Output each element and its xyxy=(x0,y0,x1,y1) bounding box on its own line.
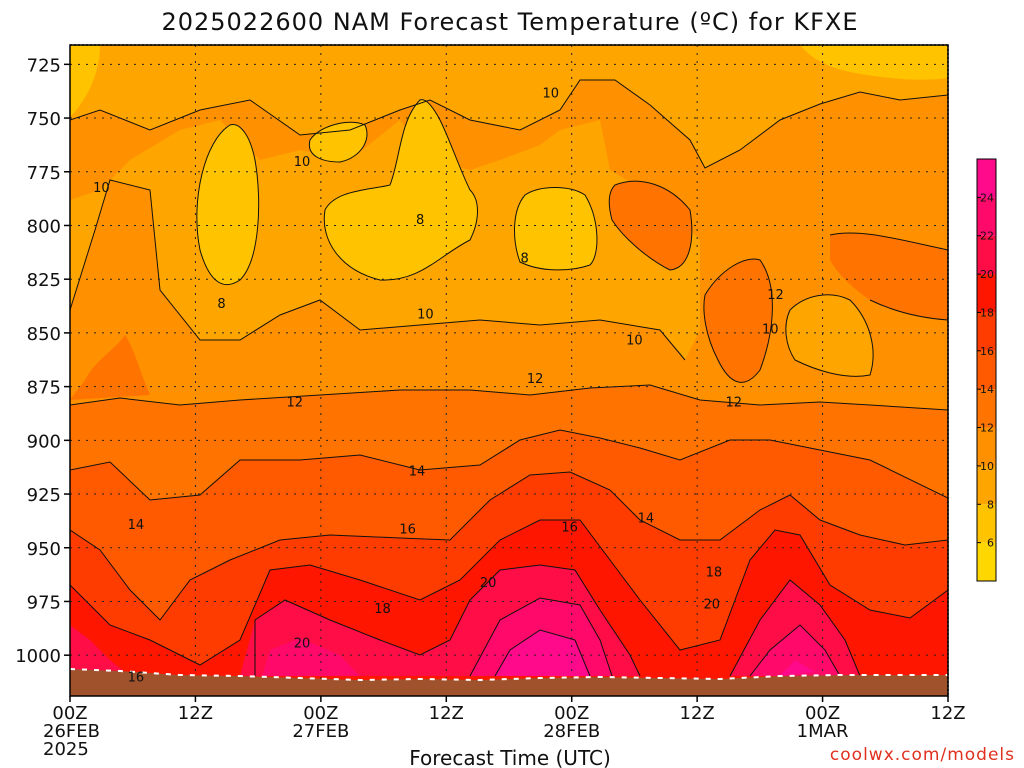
temp-pocket-6-8-b xyxy=(324,99,478,281)
plot-area: 10 10 8 8 8 10 10 10 10 12 12 12 12 14 14 14 16 16 16 18 18 2… xyxy=(70,45,948,696)
x-tick-label: 27FEB xyxy=(292,721,349,742)
x-tick-label: 12Z xyxy=(429,703,464,724)
temp-pocket-12-14-d xyxy=(70,335,150,400)
y-tick-label: 900 xyxy=(27,431,61,452)
y-tick-label: 875 xyxy=(27,378,61,399)
contour-label: 14 xyxy=(638,512,655,527)
x-tick-label: 00Z xyxy=(52,703,87,724)
colorbar-bin xyxy=(977,542,996,581)
x-tick-label: 00Z xyxy=(303,703,338,724)
temp-pocket-8-10-g xyxy=(785,294,874,377)
y-tick-label: 825 xyxy=(27,270,61,291)
temp-pocket-12-14-a xyxy=(609,181,692,270)
temp-pocket-6-8-f xyxy=(800,45,948,80)
contour-labels: 10 10 8 8 8 10 10 10 10 12 12 12 12 14 14 14 16 16 16 18 18 2… xyxy=(93,86,784,685)
temp-pocket-6-8-e xyxy=(70,45,100,115)
colorbar-tick-label: 8 xyxy=(987,498,994,511)
colorbar-tick-label: 22 xyxy=(980,230,994,243)
contour-label: 8 xyxy=(217,297,225,312)
colorbar-bin xyxy=(977,427,996,466)
y-axis: 725 750 775 800 825 850 875 900 925 950 975 1000 xyxy=(15,55,70,667)
colorbar-tick-label: 12 xyxy=(980,422,994,435)
y-tick-label: 1000 xyxy=(15,646,61,667)
y-tick-label: 950 xyxy=(27,539,61,560)
contour-label: 16 xyxy=(128,671,145,686)
contour-label: 8 xyxy=(416,213,424,228)
contour-label: 12 xyxy=(725,396,742,411)
chart-title: 2025022600 NAM Forecast Temperature (ºC)… xyxy=(161,8,858,36)
temp-band-20-22 xyxy=(70,565,860,680)
x-axis-label: Forecast Time (UTC) xyxy=(409,746,611,768)
contour-label: 8 xyxy=(521,252,529,267)
contour-label: 14 xyxy=(128,518,145,533)
colorbar-bin xyxy=(977,350,996,390)
contour-label: 18 xyxy=(706,565,723,580)
colorbar-bin xyxy=(977,197,996,236)
contour-label: 10 xyxy=(93,181,110,196)
y-tick-label: 925 xyxy=(27,485,61,506)
colorbar-bin xyxy=(977,504,996,543)
contour-label: 10 xyxy=(543,86,560,101)
contour-label: 10 xyxy=(294,155,311,170)
credit-text[interactable]: coolwx.com/models xyxy=(830,745,1015,765)
temp-pocket-6-8-d xyxy=(514,187,597,270)
colorbar-tick-label: 6 xyxy=(987,537,994,550)
x-tick-label: 12Z xyxy=(930,703,965,724)
x-tick-label: 12Z xyxy=(680,703,715,724)
contour-label: 16 xyxy=(399,522,416,537)
contour-label: 16 xyxy=(561,520,578,535)
contour-label: 20 xyxy=(294,636,311,651)
y-tick-label: 725 xyxy=(27,55,61,76)
terrain-fill xyxy=(70,669,948,696)
contour-label: 12 xyxy=(527,372,544,387)
contour-label: 14 xyxy=(409,464,426,479)
contour-label: 12 xyxy=(767,288,784,303)
contour-label: 12 xyxy=(286,396,303,411)
contour-label: 10 xyxy=(626,333,643,348)
temp-pocket-12-14-b xyxy=(703,259,773,383)
colorbar-legend: 6 8 10 12 14 16 18 20 22 24 xyxy=(976,158,997,582)
y-tick-label: 850 xyxy=(27,324,61,345)
colorbar-tick-label: 16 xyxy=(980,345,994,358)
colorbar-tick-label: 10 xyxy=(980,460,994,473)
colorbar-tick-label: 20 xyxy=(980,268,994,281)
temp-band-8-10-top xyxy=(70,45,948,168)
colorbar-bin xyxy=(977,465,996,505)
temp-band-24-26 xyxy=(495,630,815,676)
y-tick-label: 750 xyxy=(27,109,61,130)
colorbar-bin xyxy=(977,312,996,351)
x-tick-label: 00Z xyxy=(805,703,840,724)
colorbar-bin xyxy=(977,235,996,275)
contour-label: 10 xyxy=(762,323,779,338)
x-tick-label: 2025 xyxy=(43,739,89,760)
contour-label: 20 xyxy=(704,598,721,613)
colorbar-tick-label: 14 xyxy=(980,383,994,396)
colorbar-bin xyxy=(977,274,996,313)
colorbar-tick-label: 24 xyxy=(980,191,994,204)
colorbar-frame xyxy=(976,158,997,582)
contour-label: 18 xyxy=(374,602,391,617)
x-tick-label: 00Z xyxy=(554,703,589,724)
x-tick-label: 1MAR xyxy=(797,721,849,742)
colorbar-bin xyxy=(977,389,996,428)
temp-pocket-6-8-a xyxy=(196,124,259,285)
y-tick-label: 800 xyxy=(27,216,61,237)
y-tick-label: 975 xyxy=(27,592,61,613)
y-tick-label: 775 xyxy=(27,163,61,184)
temp-pocket-12-14-c xyxy=(830,232,948,320)
contour-label: 20 xyxy=(480,576,497,591)
x-tick-label: 26FEB xyxy=(43,721,100,742)
colorbar-tick-label: 18 xyxy=(980,306,994,319)
contour-label: 10 xyxy=(417,308,434,323)
x-tick-label: 28FEB xyxy=(543,721,600,742)
colorbar-bin xyxy=(977,159,996,198)
x-tick-label: 12Z xyxy=(178,703,213,724)
